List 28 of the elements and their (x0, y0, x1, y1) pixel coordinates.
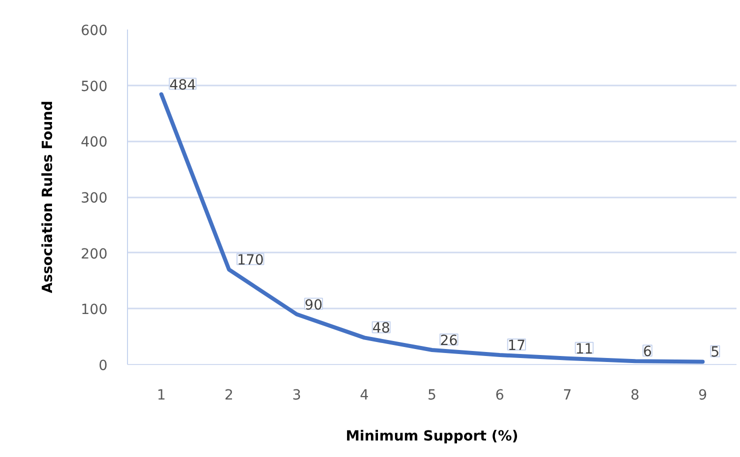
data-label: 170 (237, 252, 264, 269)
data-label: 90 (304, 297, 322, 314)
x-axis-title: Minimum Support (%) (346, 428, 518, 444)
data-label: 26 (440, 332, 458, 349)
line-series (159, 92, 705, 364)
x-tick-label: 2 (224, 388, 234, 404)
y-tick-label: 300 (80, 190, 108, 206)
data-label: 484 (169, 77, 196, 94)
data-label: 5 (710, 344, 720, 361)
data-label: 48 (372, 320, 390, 337)
y-axis-title: Association Rules Found (40, 100, 56, 294)
y-tick-label: 500 (80, 78, 108, 95)
data-label: 17 (508, 338, 526, 354)
data-label: 6 (643, 344, 652, 360)
x-tick-label: 7 (562, 388, 572, 404)
y-tick-label: 400 (80, 134, 108, 151)
x-tick-label: 1 (156, 388, 166, 404)
x-tick-label: 8 (630, 388, 640, 404)
x-tick-label: 3 (292, 388, 302, 404)
x-tick-label: 5 (428, 388, 436, 404)
data-label: 11 (575, 341, 594, 358)
y-tick-label: 0 (98, 358, 108, 374)
y-tick-label: 600 (80, 23, 108, 39)
x-tick-label: 6 (495, 388, 504, 404)
y-tick-label: 100 (80, 302, 108, 318)
x-tick-label: 9 (698, 388, 708, 404)
y-tick-label: 200 (80, 246, 108, 262)
x-tick-label: 4 (360, 388, 369, 404)
